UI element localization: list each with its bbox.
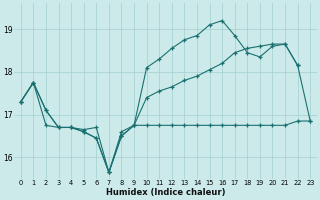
X-axis label: Humidex (Indice chaleur): Humidex (Indice chaleur) [106,188,225,197]
